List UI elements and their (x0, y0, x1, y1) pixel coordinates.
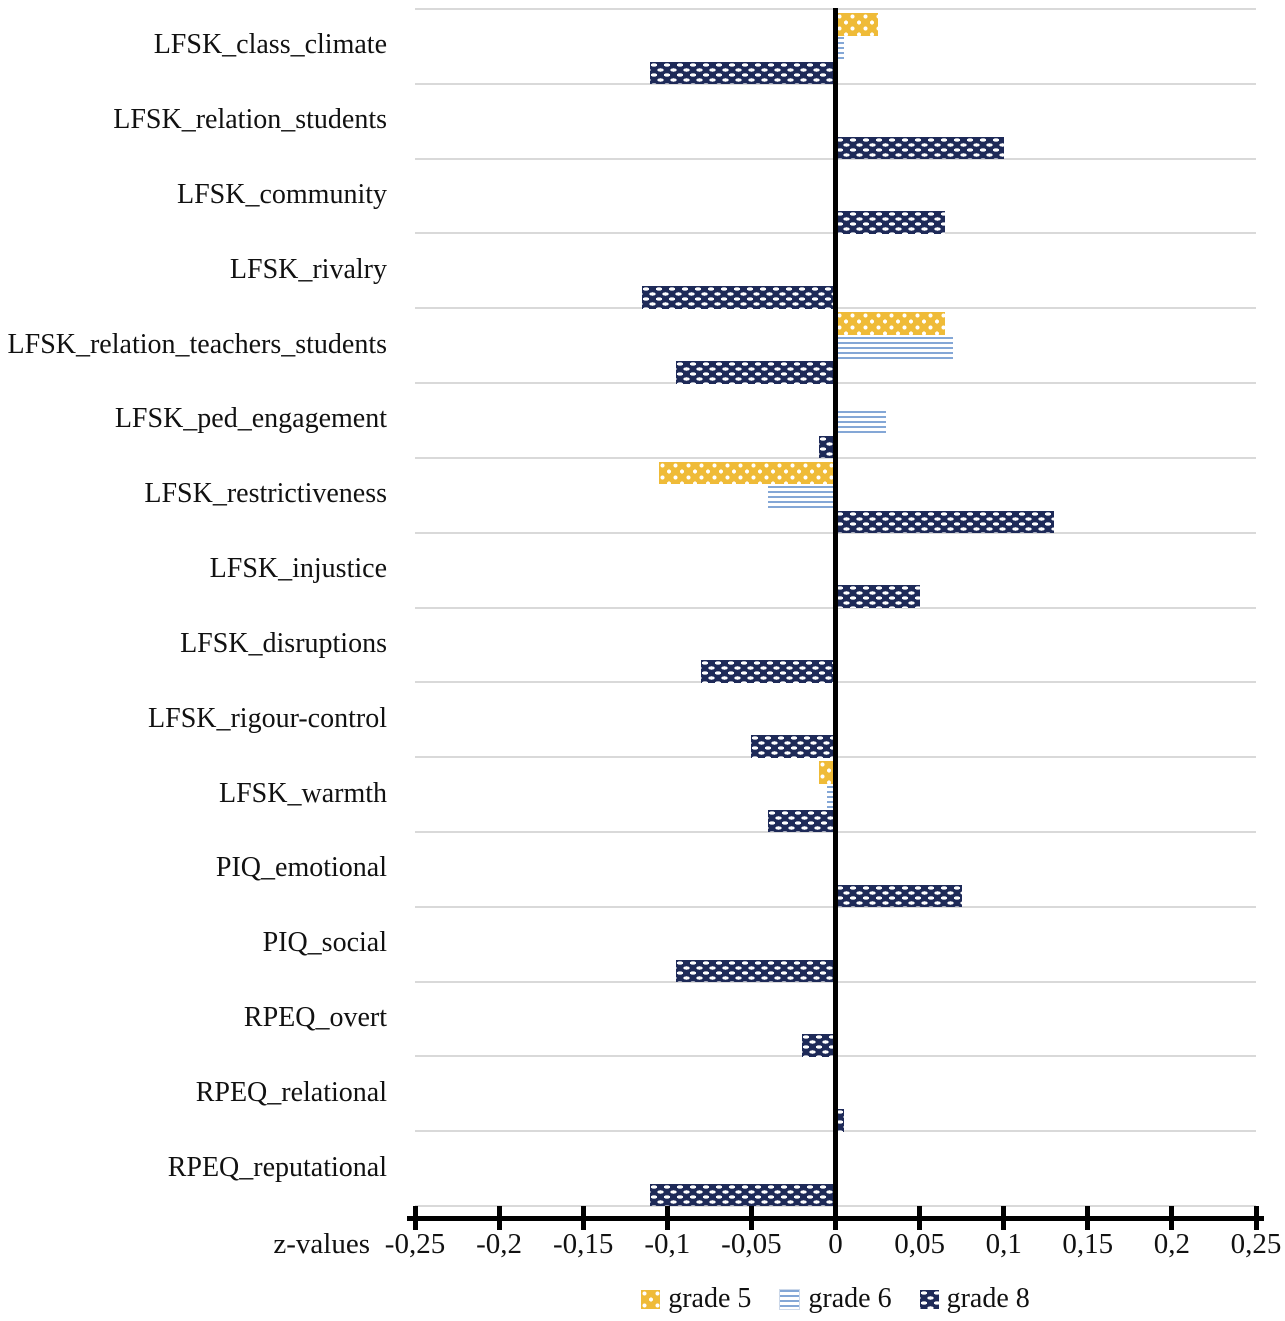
bar-grade-5 (658, 461, 836, 485)
category-label: PIQ_social (262, 927, 387, 959)
x-axis-tick (1085, 1206, 1091, 1230)
legend-item-grade-6: grade 6 (779, 1283, 892, 1315)
category-label: LFSK_community (176, 179, 387, 211)
x-axis-tick-label: 0 (828, 1228, 843, 1260)
bar-grade-5 (835, 312, 945, 335)
bar-grade-8 (650, 1183, 836, 1207)
x-axis-tick-label: -0,1 (644, 1228, 691, 1260)
legend-item-grade-8: grade 8 (919, 1283, 1030, 1315)
category-label: LFSK_ped_engagement (114, 403, 387, 435)
category-label: LFSK_relation_students (113, 104, 387, 136)
category-label: LFSK_warmth (219, 777, 387, 809)
bar-grade-5 (835, 13, 878, 36)
bar-grade-6 (835, 336, 954, 360)
bar-grade-8 (801, 1034, 836, 1057)
x-axis-title: z-values (273, 1228, 370, 1260)
bar-grade-8 (835, 136, 1004, 160)
bar-grade-8 (675, 361, 836, 384)
bar-grade-5 (818, 761, 836, 784)
legend-swatch-icon (779, 1288, 801, 1310)
x-axis-tick-label: 0,1 (985, 1228, 1022, 1260)
category-label: LFSK_disruptions (180, 627, 387, 659)
x-axis-tick (1001, 1206, 1007, 1230)
x-axis-tick (412, 1206, 418, 1230)
bar-grade-8 (835, 884, 962, 908)
category-label: LFSK_class_climate (153, 29, 387, 61)
category-label: RPEQ_relational (195, 1076, 387, 1108)
category-label: RPEQ_reputational (167, 1151, 387, 1183)
x-axis-tick-label: -0,05 (721, 1228, 782, 1260)
x-axis-tick-label: 0,2 (1153, 1228, 1191, 1260)
x-axis-tick (917, 1206, 923, 1230)
x-axis-tick (1253, 1206, 1259, 1230)
bar-grade-8 (650, 61, 836, 85)
bar-grade-6 (827, 785, 836, 809)
bar-grade-8 (642, 286, 836, 309)
x-axis-tick (580, 1206, 586, 1230)
chart-row (415, 309, 1256, 385)
bar-grade-8 (818, 435, 836, 459)
legend-item-grade-5: grade 5 (641, 1283, 751, 1315)
x-axis-tick (833, 1206, 838, 1230)
x-axis-tick-label: 0,25 (1230, 1228, 1282, 1260)
legend-label: grade 6 (808, 1283, 892, 1314)
bar-grade-8 (675, 959, 836, 983)
category-label: LFSK_restrictiveness (144, 478, 387, 510)
bar-grade-8 (751, 735, 836, 758)
zero-axis-line (833, 8, 838, 1230)
legend-label: grade 5 (668, 1283, 752, 1314)
x-axis-tick (1169, 1206, 1175, 1230)
bar-grade-6 (768, 486, 836, 509)
bar-grade-8 (835, 585, 920, 608)
legend-label: grade 8 (946, 1283, 1030, 1314)
category-label: RPEQ_overt (243, 1001, 387, 1033)
bar-grade-6 (835, 411, 886, 434)
legend: grade 5 grade 6 grade 8 (415, 1283, 1256, 1315)
category-label: LFSK_relation_teachers_students (7, 328, 387, 360)
bar-grade-6 (835, 37, 844, 60)
legend-swatch-icon (641, 1289, 661, 1309)
bar-grade-8 (700, 660, 836, 683)
x-axis-tick-label: -0,25 (384, 1228, 446, 1260)
x-axis-tick-label: -0,15 (552, 1228, 614, 1260)
bar-grade-8 (835, 1109, 844, 1132)
category-labels: LFSK_class_climate LFSK_relation_students… (0, 8, 401, 1205)
x-axis-tick-label: 0,15 (1062, 1228, 1114, 1260)
x-axis-tick (496, 1206, 502, 1230)
category-label: LFSK_injustice (209, 553, 387, 585)
legend-swatch-icon (919, 1289, 939, 1309)
x-axis-tick (748, 1206, 754, 1230)
bar-grade-8 (835, 211, 945, 234)
x-axis-tick (664, 1206, 670, 1230)
category-label: LFSK_rivalry (229, 253, 387, 285)
x-axis-tick-label: 0,05 (894, 1228, 945, 1260)
category-label: PIQ_emotional (215, 852, 387, 884)
category-label: LFSK_rigour-control (148, 702, 387, 734)
bar-grade-8 (768, 809, 836, 833)
x-axis-tick-label: -0,2 (476, 1228, 523, 1260)
bar-grade-8 (835, 510, 1055, 534)
